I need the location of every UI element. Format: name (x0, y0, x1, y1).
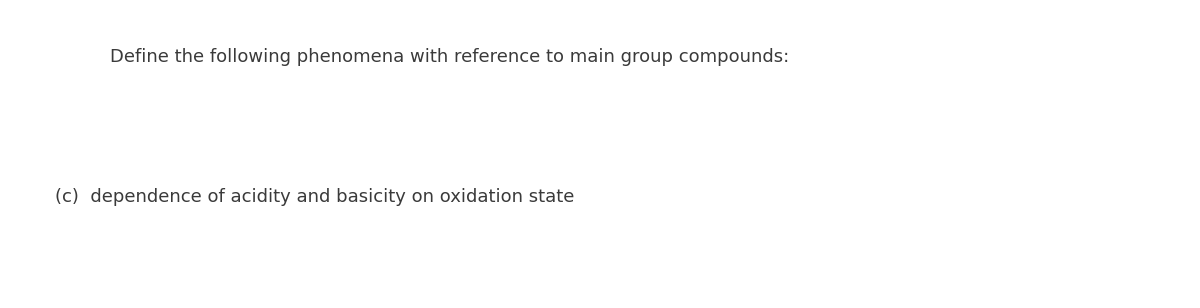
Text: Define the following phenomena with reference to main group compounds:: Define the following phenomena with refe… (110, 48, 790, 66)
Text: (c)  dependence of acidity and basicity on oxidation state: (c) dependence of acidity and basicity o… (55, 188, 575, 206)
